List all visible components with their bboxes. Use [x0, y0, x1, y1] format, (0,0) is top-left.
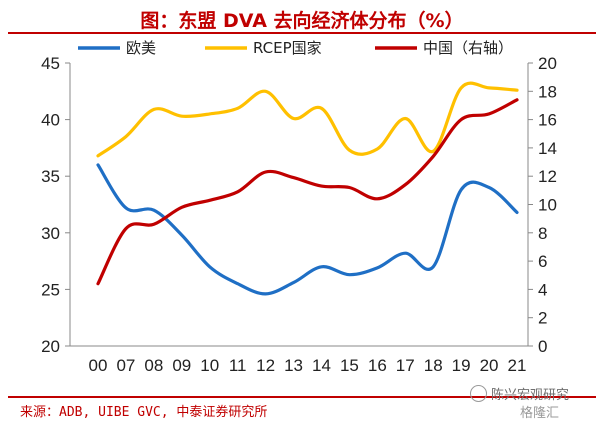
- y-left-tick-label: 35: [41, 167, 60, 186]
- y-right-tick-label: 18: [538, 82, 557, 101]
- y-right-tick-label: 10: [538, 196, 557, 215]
- series-line-1: [96, 81, 519, 158]
- x-tick-label: 17: [396, 356, 415, 375]
- y-right-tick-label: 0: [538, 337, 547, 356]
- source-rule: [8, 396, 596, 398]
- x-tick-label: 16: [368, 356, 387, 375]
- x-tick-label: 07: [116, 356, 135, 375]
- x-tick-label: 20: [480, 356, 499, 375]
- x-tick-label: 09: [172, 356, 191, 375]
- x-tick-label: 00: [89, 356, 108, 375]
- x-tick-label: 08: [144, 356, 163, 375]
- watermark-logo: 格隆汇: [520, 406, 560, 421]
- y-left-tick-label: 25: [41, 280, 60, 299]
- x-tick-label: 18: [424, 356, 443, 375]
- source-note: 来源：ADB, UIBE GVC, 中泰证券研究所: [20, 405, 268, 420]
- watermark: 陈兴宏观研究: [470, 384, 569, 403]
- y-right-tick-label: 6: [538, 252, 547, 271]
- y-right-tick-label: 14: [538, 139, 557, 158]
- legend-label-0: 欧美: [126, 39, 156, 57]
- series-line-2: [96, 98, 519, 286]
- y-left-tick-label: 40: [41, 111, 60, 130]
- series-line-0: [96, 163, 519, 296]
- y-right-tick-label: 2: [538, 309, 547, 328]
- x-tick-label: 14: [312, 356, 331, 375]
- watermark-text: 陈兴宏观研究: [491, 388, 570, 403]
- x-tick-label: 11: [229, 356, 247, 375]
- chart-title: 图：东盟 DVA 去向经济体分布（%）: [140, 10, 464, 32]
- y-left-tick-label: 20: [41, 337, 60, 356]
- x-tick-label: 10: [200, 356, 219, 375]
- x-tick-label: 21: [508, 356, 527, 375]
- x-tick-label: 12: [256, 356, 275, 375]
- y-left-tick-label: 30: [41, 224, 60, 243]
- x-tick-label: 13: [284, 356, 303, 375]
- y-left-tick-label: 45: [41, 54, 60, 73]
- x-tick-label: 19: [452, 356, 471, 375]
- x-tick-label: 15: [340, 356, 359, 375]
- title-rule: [8, 32, 596, 34]
- y-right-tick-label: 4: [538, 280, 547, 299]
- y-right-tick-label: 16: [538, 111, 557, 130]
- legend-label-1: RCEP国家: [253, 39, 322, 57]
- y-right-tick-label: 8: [538, 224, 547, 243]
- wechat-icon: [470, 385, 487, 402]
- y-right-tick-label: 12: [538, 167, 557, 186]
- legend-label-2: 中国（右轴）: [423, 39, 513, 57]
- y-right-tick-label: 20: [538, 54, 557, 73]
